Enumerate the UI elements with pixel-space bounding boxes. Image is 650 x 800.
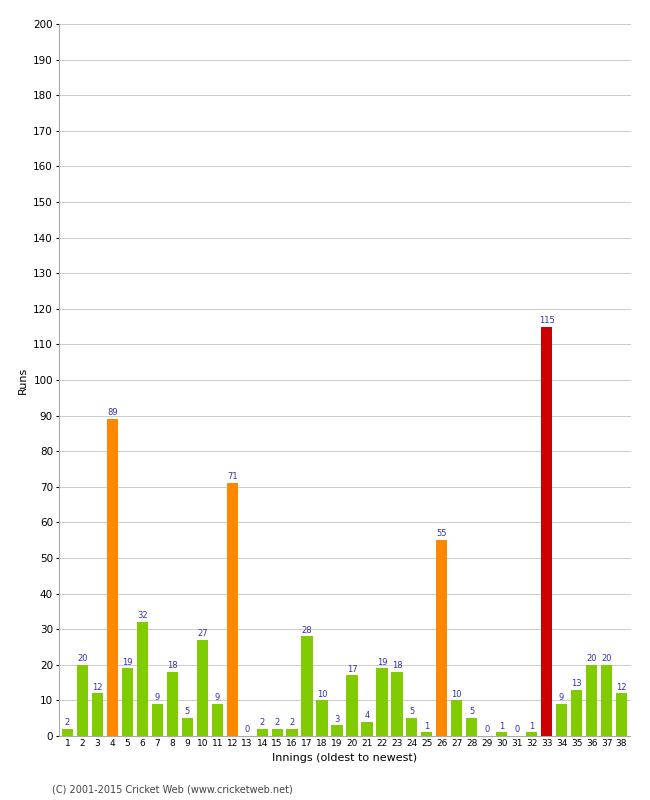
Bar — [166, 672, 178, 736]
Text: 18: 18 — [391, 661, 402, 670]
Bar — [406, 718, 417, 736]
Text: 9: 9 — [155, 693, 160, 702]
Text: 5: 5 — [410, 707, 415, 717]
Bar — [556, 704, 567, 736]
Text: 1: 1 — [529, 722, 534, 730]
Text: 18: 18 — [167, 661, 177, 670]
Text: 32: 32 — [137, 611, 148, 620]
Bar — [272, 729, 283, 736]
Bar — [136, 622, 148, 736]
Text: 12: 12 — [92, 682, 103, 691]
Text: 17: 17 — [346, 665, 358, 674]
Bar — [616, 694, 627, 736]
Text: 2: 2 — [259, 718, 265, 727]
Bar — [181, 718, 193, 736]
Bar — [496, 733, 508, 736]
Text: 20: 20 — [586, 654, 597, 663]
Text: 5: 5 — [469, 707, 474, 717]
Bar — [361, 722, 372, 736]
Y-axis label: Runs: Runs — [18, 366, 28, 394]
Bar — [526, 733, 538, 736]
Text: 12: 12 — [616, 682, 627, 691]
Text: 89: 89 — [107, 408, 118, 418]
Text: 0: 0 — [244, 726, 250, 734]
Text: 3: 3 — [334, 714, 340, 723]
Bar — [376, 668, 387, 736]
Text: 4: 4 — [365, 711, 370, 720]
Text: 27: 27 — [197, 629, 207, 638]
Text: 115: 115 — [539, 316, 554, 325]
Text: 19: 19 — [122, 658, 133, 666]
Bar — [151, 704, 163, 736]
Text: 9: 9 — [214, 693, 220, 702]
Bar — [586, 665, 597, 736]
Text: 13: 13 — [571, 679, 582, 688]
Text: 2: 2 — [289, 718, 294, 727]
Bar — [601, 665, 612, 736]
Text: 5: 5 — [185, 707, 190, 717]
Text: 9: 9 — [559, 693, 564, 702]
Bar — [436, 540, 447, 736]
Text: 19: 19 — [377, 658, 387, 666]
Bar — [197, 640, 208, 736]
Bar — [346, 675, 358, 736]
Text: 10: 10 — [452, 690, 462, 698]
Bar — [77, 665, 88, 736]
Text: 71: 71 — [227, 473, 237, 482]
Text: 1: 1 — [424, 722, 430, 730]
Bar — [421, 733, 432, 736]
Bar — [302, 636, 313, 736]
Bar — [257, 729, 268, 736]
Bar — [287, 729, 298, 736]
Bar — [332, 726, 343, 736]
Text: 55: 55 — [437, 530, 447, 538]
Bar — [107, 419, 118, 736]
Bar — [317, 701, 328, 736]
Bar — [92, 694, 103, 736]
X-axis label: Innings (oldest to newest): Innings (oldest to newest) — [272, 754, 417, 763]
Text: 20: 20 — [601, 654, 612, 663]
Bar — [571, 690, 582, 736]
Bar — [391, 672, 402, 736]
Text: (C) 2001-2015 Cricket Web (www.cricketweb.net): (C) 2001-2015 Cricket Web (www.cricketwe… — [52, 784, 292, 794]
Bar — [227, 483, 238, 736]
Text: 0: 0 — [514, 726, 519, 734]
Bar — [466, 718, 477, 736]
Bar — [451, 701, 462, 736]
Text: 10: 10 — [317, 690, 328, 698]
Text: 1: 1 — [499, 722, 504, 730]
Bar — [212, 704, 223, 736]
Bar — [541, 326, 552, 736]
Text: 28: 28 — [302, 626, 313, 634]
Bar — [122, 668, 133, 736]
Bar — [62, 729, 73, 736]
Text: 0: 0 — [484, 726, 489, 734]
Text: 2: 2 — [65, 718, 70, 727]
Text: 20: 20 — [77, 654, 88, 663]
Text: 2: 2 — [274, 718, 280, 727]
